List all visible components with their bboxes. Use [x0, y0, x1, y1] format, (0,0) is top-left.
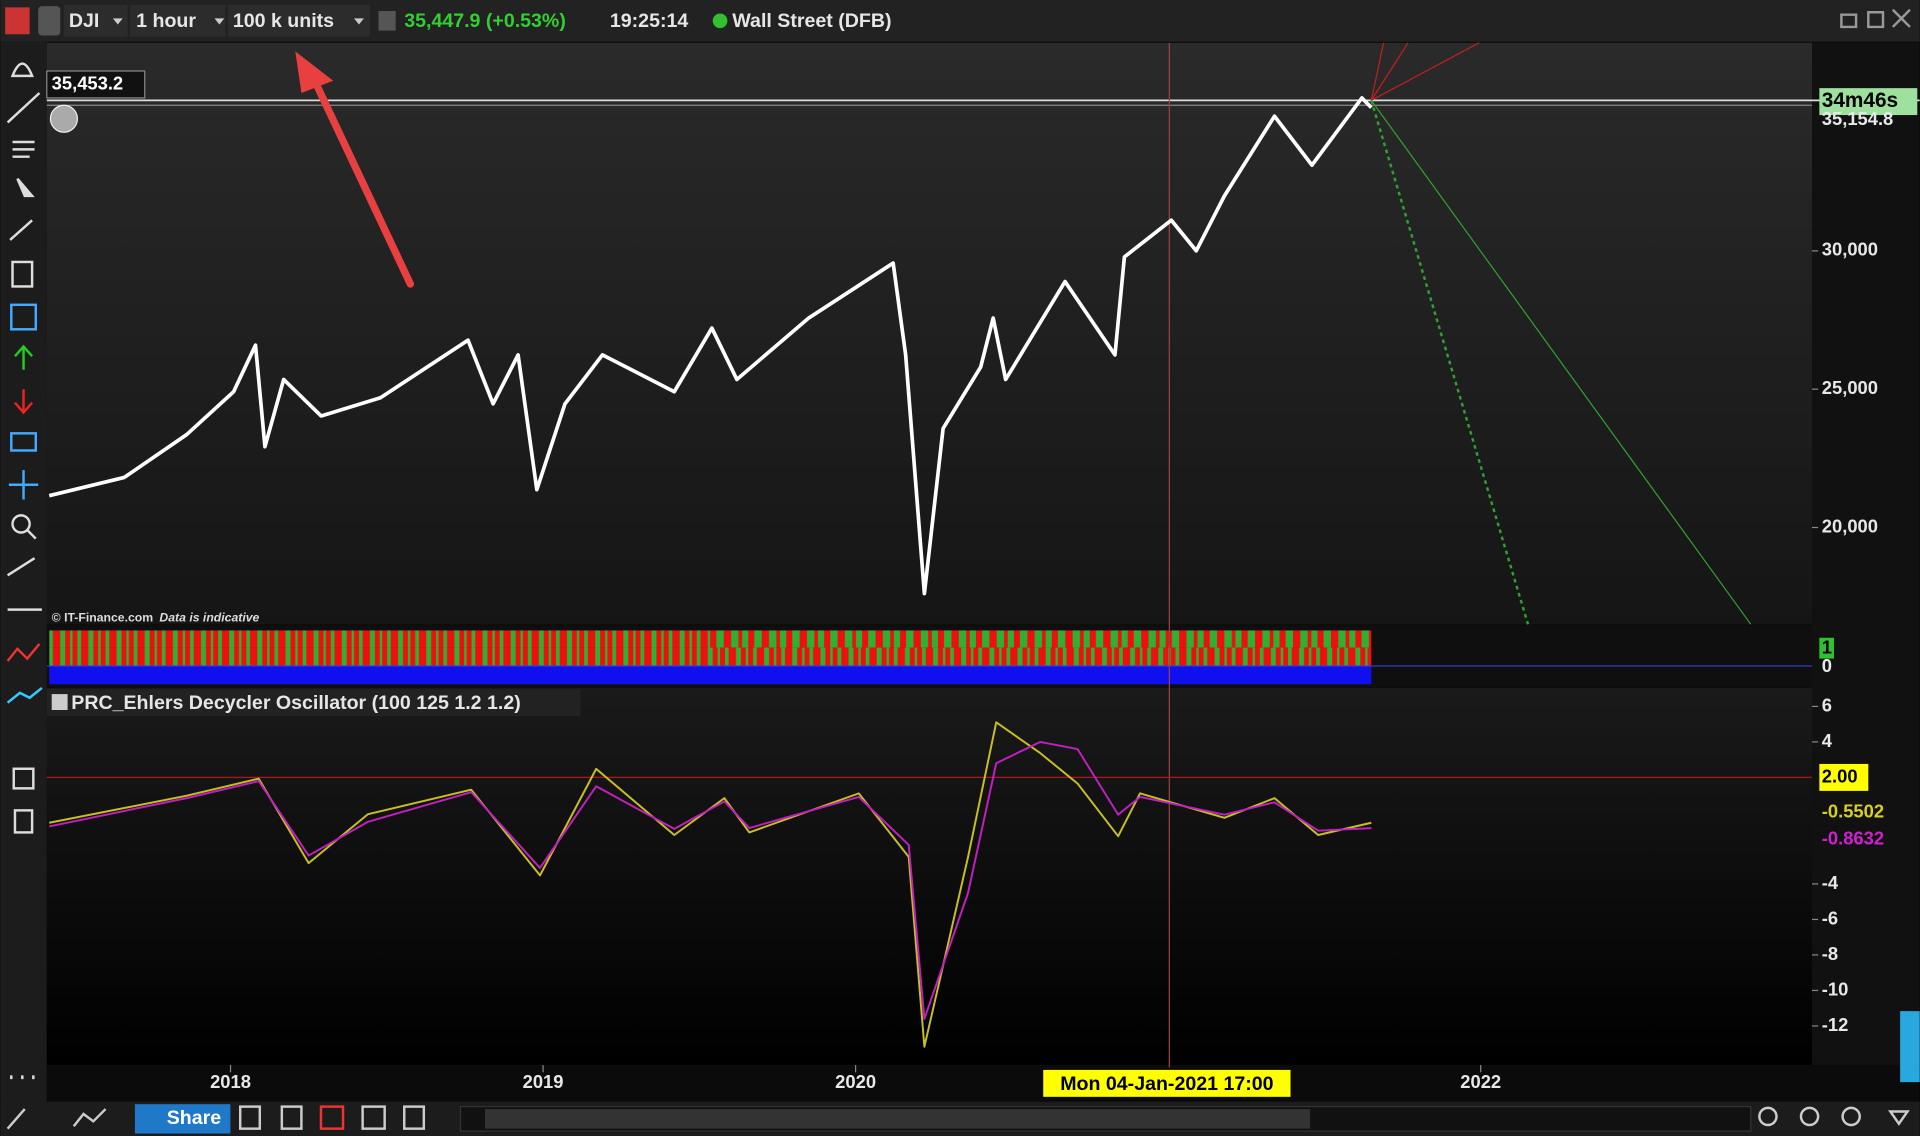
time-axis	[46, 1065, 1813, 1102]
level-label: 2.00	[1822, 765, 1858, 786]
fan-line-dotted	[1370, 100, 1530, 625]
fan-lines-up	[1370, 42, 1480, 101]
settings-button[interactable]	[38, 6, 61, 36]
last-value: -0.5502	[1822, 801, 1884, 822]
info-button[interactable]	[378, 11, 396, 31]
y-tick-label: 6	[1822, 694, 1832, 715]
timeframe-selector[interactable]	[130, 4, 226, 37]
cursor-price: 35,453.2	[52, 72, 123, 93]
share-label: Share	[167, 1107, 222, 1129]
timeframe: 1 hour	[136, 10, 196, 32]
indicator-title: PRC_Ehlers Decycler Oscillator (100 125 …	[71, 692, 520, 714]
cursor-date-box	[1043, 1069, 1291, 1097]
cursor-date: Mon 04-Jan-2021 17:00	[1060, 1073, 1273, 1095]
x-tick-label: 2022	[1460, 1071, 1501, 1092]
series-line	[49, 721, 1372, 1048]
last-label-box	[1818, 826, 1899, 854]
x-tick-label: 2019	[523, 1071, 564, 1092]
last-label-box	[1818, 798, 1899, 826]
clock: 19:25:14	[610, 10, 688, 32]
bid-label: 35,154.8	[1822, 108, 1893, 129]
bottom-icons[interactable]	[6, 1105, 1910, 1130]
y-tick-label: -8	[1822, 943, 1838, 964]
fan-line-down	[1370, 100, 1752, 625]
logo	[5, 7, 30, 35]
last-value: -0.8632	[1822, 828, 1884, 849]
indicator-title-box	[46, 689, 581, 717]
left-toolbar	[0, 41, 47, 1102]
annotation-arrowhead	[295, 51, 334, 94]
oscillator-panel	[46, 687, 1813, 1065]
scroll-handle[interactable]	[1900, 1011, 1920, 1083]
signal-value-box	[1819, 637, 1835, 659]
x-tick-label: 2020	[835, 1071, 876, 1092]
share-button[interactable]	[134, 1104, 231, 1134]
copyright: © IT-Finance.com	[52, 610, 154, 624]
signal-row	[49, 647, 1372, 666]
y-tick-label: -6	[1822, 907, 1838, 928]
symbol: DJI	[69, 10, 99, 32]
y-tick-label: 4	[1822, 730, 1833, 751]
y-tick-label: 25,000	[1822, 377, 1878, 398]
series-line	[49, 740, 1372, 1020]
cursor-price-box	[46, 70, 146, 99]
window-controls[interactable]	[1840, 8, 1911, 29]
countdown: 34m46s	[1822, 89, 1898, 112]
indicator-swatch	[51, 694, 68, 710]
market-status	[712, 13, 728, 29]
signal-label: 1	[1822, 637, 1832, 658]
price-axis	[1812, 42, 1920, 1065]
x-tick-label: 2018	[210, 1071, 251, 1092]
scrollbar-thumb[interactable]	[485, 1109, 1311, 1129]
signal-row	[49, 630, 711, 648]
disclaimer: Data is indicative	[159, 610, 259, 624]
level-label-box	[1819, 763, 1869, 791]
tool-icons[interactable]	[6, 62, 43, 1080]
countdown-box	[1819, 88, 1918, 116]
signal-row	[710, 630, 1372, 648]
market-name: Wall Street (DFB)	[732, 10, 891, 32]
signal-row	[49, 665, 1372, 685]
annotation-arrow	[308, 72, 415, 288]
series-line	[48, 96, 1373, 596]
size: 100 k units	[233, 10, 334, 32]
signal-label: 0	[1822, 655, 1832, 676]
live-price: 35,447.9 (+0.53%)	[404, 10, 566, 32]
alert-bell[interactable]	[49, 104, 79, 133]
y-tick-label: 30,000	[1822, 239, 1878, 260]
y-tick-label: -10	[1822, 978, 1849, 999]
y-tick-label: 20,000	[1822, 515, 1878, 536]
size-selector[interactable]	[227, 4, 370, 37]
y-tick-label: -4	[1822, 872, 1839, 893]
y-tick-label: -12	[1822, 1014, 1849, 1035]
